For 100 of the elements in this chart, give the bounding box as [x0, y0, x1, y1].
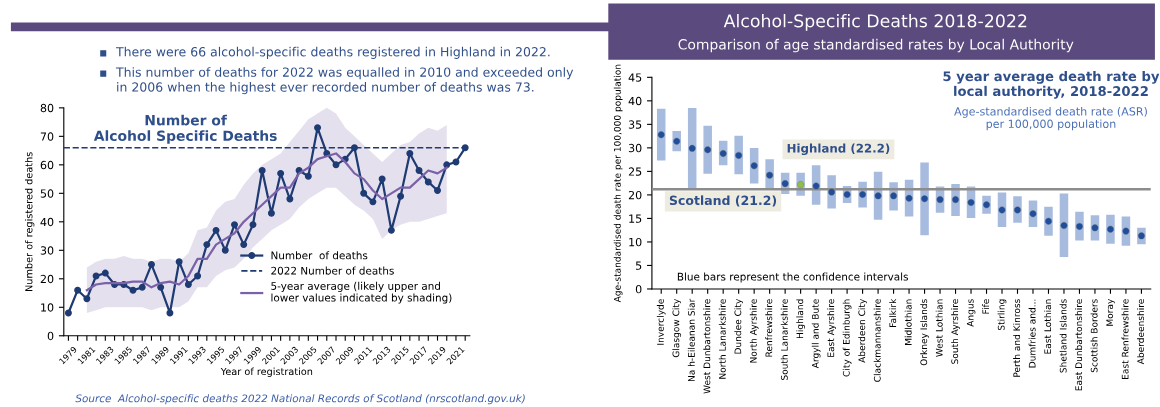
point — [157, 283, 165, 291]
annotation: Age-standardised death rate (ASR) per 100,000 population — [954, 106, 1147, 131]
x-tick-label: Midlothian — [904, 299, 912, 345]
chart-subtitle: Comparison of age standardised rates by Local Authority — [678, 38, 1074, 53]
point — [387, 226, 395, 234]
annotation: 5 year average death rate by local authority, 2018-2022 — [943, 70, 1160, 99]
x-tick-label: Glasgow City — [672, 298, 682, 358]
x-tick-label: Angus — [966, 299, 976, 327]
legend-label: 2022 Number of deaths — [271, 266, 394, 275]
x-tick-label: Falkirk — [889, 298, 897, 327]
x-tick-label: Moray — [1106, 298, 1115, 326]
point — [74, 286, 82, 294]
x-tick-label: West Dunbartonshire — [703, 299, 711, 394]
x-tick-label: Scottish Borders — [1090, 299, 1098, 373]
legend-label: Number of deaths — [271, 251, 368, 260]
x-tick-label: Aberdeen City — [858, 298, 867, 363]
x-tick-label: Stirling — [997, 299, 1007, 331]
x-tick-label: Fife — [982, 299, 990, 314]
point — [397, 192, 405, 200]
point — [267, 209, 275, 217]
point — [203, 241, 211, 249]
point — [166, 309, 174, 317]
x-tick-label: City of Edinburgh — [842, 299, 852, 377]
x-tick-label: East Dunbartonshire — [1075, 299, 1083, 391]
y-tick-label: 60 — [40, 160, 54, 170]
y-tick-label: 5 — [635, 261, 642, 270]
point — [415, 167, 423, 175]
point — [304, 172, 312, 180]
y-tick-label: 25 — [628, 167, 642, 176]
point — [101, 269, 109, 277]
point — [277, 169, 285, 177]
y-tick-label: 20 — [40, 274, 54, 284]
x-tick-label: East Renfrewshire — [1121, 299, 1129, 379]
point — [221, 246, 229, 254]
point — [314, 124, 322, 132]
annotation: Blue bars represent the confidence intervals — [677, 272, 908, 283]
y-axis-title: Age-standardised death rate per 100,000 population — [613, 64, 623, 303]
x-tick-label: East Lothian — [1044, 299, 1052, 354]
text: There were 66 alcohol-specific deaths registered in Highland in 2022. — [115, 46, 550, 59]
x-tick-label: Aberdeenshire — [1137, 299, 1145, 365]
x-tick-label: Dumfries and... — [1028, 299, 1036, 368]
x-tick-label: North Ayrshire — [749, 299, 759, 363]
y-tick-label: 10 — [629, 237, 642, 247]
point — [64, 309, 72, 317]
y-tick-label: 10 — [41, 303, 54, 312]
bar — [656, 108, 666, 161]
point — [184, 281, 192, 288]
y-tick-label: 70 — [40, 132, 54, 141]
point — [175, 258, 183, 266]
y-tick-label: 50 — [40, 189, 54, 198]
y-tick-label: 45 — [628, 73, 642, 82]
point — [360, 189, 368, 197]
x-tick-label: Argyll and Bute — [811, 299, 821, 369]
x-tick-label: Shetland Islands — [1059, 299, 1067, 373]
legend-label: 5-year average (likely upper and lower values indicated by shading) — [271, 281, 452, 304]
point — [92, 272, 100, 280]
y-tick-label: 15 — [629, 214, 642, 223]
point — [286, 195, 294, 203]
point — [138, 283, 146, 291]
y-tick-label: 40 — [628, 96, 642, 106]
x-tick-label: North Lanarkshire — [718, 299, 726, 379]
bar — [1059, 193, 1069, 257]
bar — [734, 135, 743, 175]
y-tick-label: 30 — [40, 246, 54, 255]
point — [332, 161, 340, 169]
x-tick-label: Highland — [796, 299, 805, 339]
text: This number of deaths for 2022 was equalled in 2010 and exceeded only in 2006 when the highest ever recorded number of deaths was 73. — [115, 67, 574, 95]
point — [240, 241, 248, 249]
x-tick-label: Dundee City — [734, 298, 744, 354]
x-tick-label: South Lanarkshire — [780, 299, 788, 380]
chart-title: Alcohol-Specific Deaths 2018-2022 — [723, 13, 1027, 31]
x-tick-label: East Ayrshire — [827, 299, 836, 357]
bar — [703, 125, 712, 174]
y-tick-label: 0 — [635, 284, 642, 294]
x-tick-label: Inverclyde — [656, 299, 666, 345]
point — [406, 149, 414, 157]
x-tick-label: Clackmannanshire — [873, 299, 881, 382]
point — [249, 221, 257, 229]
point — [147, 261, 155, 269]
point — [424, 178, 432, 186]
point — [369, 198, 377, 206]
x-tick-label: South Ayrshire — [951, 299, 960, 364]
source-note: Source Alcohol-specific deaths 2022 National Records of Scotland (nrscotland.gov.uk) — [75, 394, 525, 405]
x-tick-label: West Lothian — [935, 299, 943, 357]
point — [194, 272, 202, 280]
text: Number of Alcohol Specific Deaths — [93, 114, 277, 144]
x-tick-label: Orkney Islands — [920, 299, 929, 366]
point — [231, 221, 238, 229]
point — [434, 187, 441, 194]
annotation: Highland (22.2) — [787, 143, 890, 156]
x-tick-label: Na h-Eileanan Siar — [687, 298, 695, 382]
y-tick-label: 40 — [40, 217, 54, 227]
ref-line-label: Scotland (21.2) — [669, 195, 777, 207]
y-axis-title: Number of registered deaths — [24, 152, 35, 291]
x-axis-title: Year of registration — [220, 367, 313, 377]
bar — [687, 107, 697, 189]
y-tick-label: 30 — [628, 143, 642, 153]
y-tick-label: 35 — [628, 120, 642, 129]
point — [129, 286, 137, 294]
point — [258, 167, 266, 175]
